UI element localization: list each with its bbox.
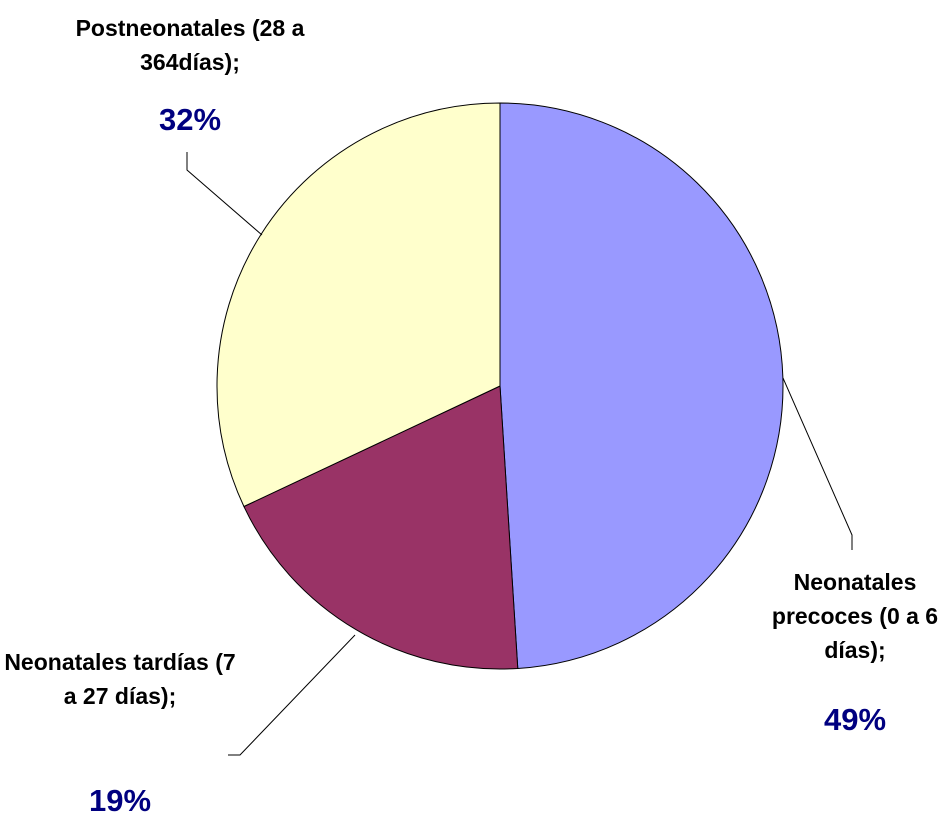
- pie-slice: [499, 102, 784, 669]
- slice-label: Neonatales tardías (7 a 27 días);: [4, 649, 236, 709]
- value-label: 19%: [88, 783, 152, 818]
- pie-slice: [243, 385, 519, 670]
- leader-line: [186, 152, 263, 236]
- leader-line: [782, 377, 853, 550]
- slice-label: Postneonatales (28 a 364días);: [75, 15, 305, 75]
- leader-lines: [186, 152, 853, 756]
- leader-line: [228, 634, 356, 756]
- value-label: 32%: [158, 102, 222, 137]
- slice-label: Neonatales precoces (0 a 6 días);: [771, 569, 939, 663]
- value-label: 49%: [823, 702, 887, 737]
